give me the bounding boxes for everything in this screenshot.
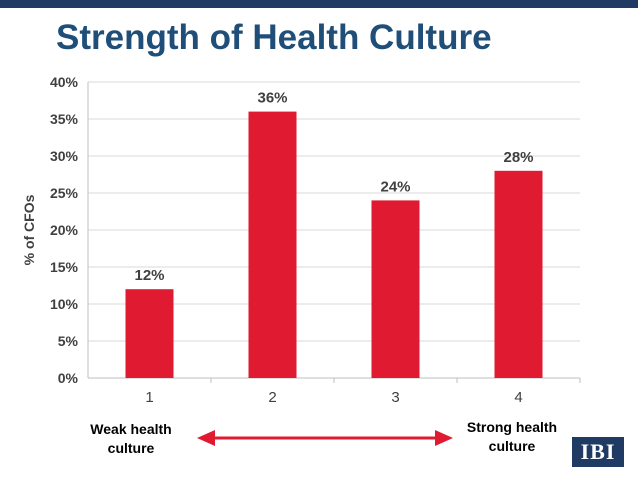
bar-3 — [371, 200, 420, 378]
bars — [125, 111, 543, 378]
y-tick-label: 20% — [50, 222, 79, 238]
x-tick-label-4: 4 — [514, 389, 522, 406]
y-tick-labels: 0% 5% 10% 15% 20% 25% 30% 35% 40% — [50, 74, 79, 386]
y-tick-label: 5% — [58, 333, 79, 349]
y-tick-label: 25% — [50, 185, 79, 201]
y-tick-label: 40% — [50, 74, 79, 90]
data-label-4: 28% — [503, 149, 533, 166]
y-tick-label: 10% — [50, 296, 79, 312]
y-tick-label: 0% — [58, 370, 79, 386]
strong-culture-label: Strong health culture — [466, 419, 558, 454]
ibi-logo: IBI — [572, 437, 624, 467]
data-label-2: 36% — [257, 90, 287, 107]
x-tick-label-1: 1 — [145, 389, 153, 406]
bar-1 — [125, 289, 174, 378]
y-tick-label: 15% — [50, 259, 79, 275]
data-label-3: 24% — [380, 178, 410, 195]
y-tick-label: 35% — [50, 111, 79, 127]
x-tick-label-2: 2 — [268, 389, 276, 406]
arrow-left-head — [197, 430, 215, 446]
bar-2 — [248, 111, 297, 378]
range-arrow — [197, 430, 453, 446]
arrow-right-head — [435, 430, 453, 446]
slide-title: Strength of Health Culture — [56, 18, 492, 57]
data-label-1: 12% — [134, 267, 164, 284]
y-tick-label: 30% — [50, 148, 79, 164]
top-band — [0, 0, 638, 8]
y-axis-label: % of CFOs — [21, 194, 37, 265]
bar-4 — [494, 170, 543, 378]
x-tick-labels: 1 2 3 4 — [145, 389, 522, 406]
x-tick-label-3: 3 — [391, 389, 399, 406]
weak-culture-label: Weak health culture — [90, 421, 172, 456]
data-labels: 12% 36% 24% 28% — [134, 90, 533, 285]
